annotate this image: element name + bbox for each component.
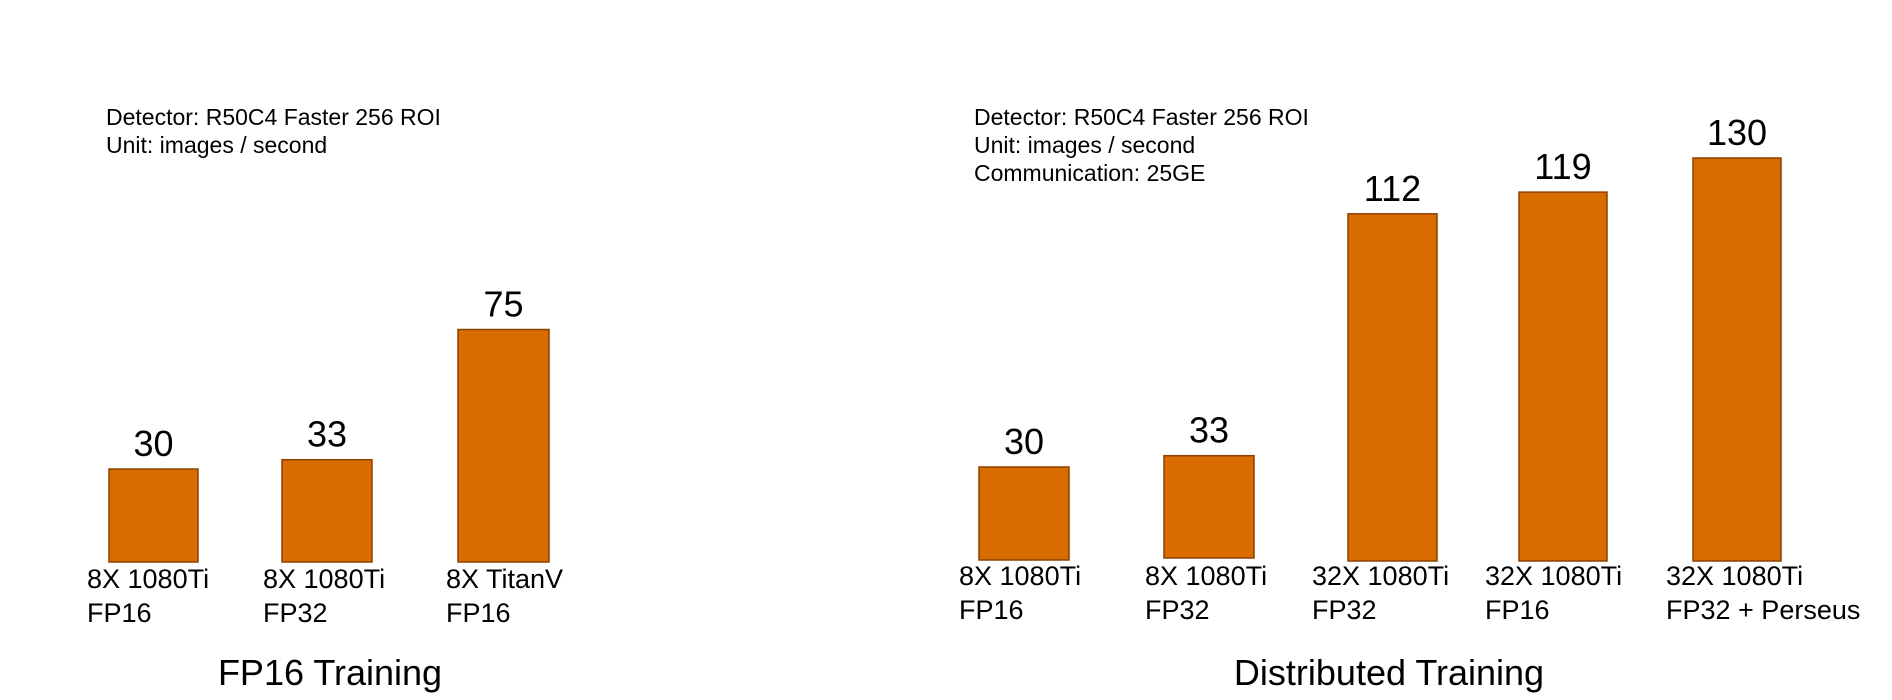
chart-title: FP16 Training bbox=[218, 652, 442, 693]
value-label: 33 bbox=[307, 414, 347, 455]
chart-title: Distributed Training bbox=[1234, 652, 1544, 693]
value-label: 30 bbox=[1004, 421, 1044, 462]
chart-note: Unit: images / second bbox=[106, 132, 327, 158]
category-label: 8X 1080Ti bbox=[87, 564, 209, 594]
category-label: 32X 1080Ti bbox=[1485, 561, 1622, 591]
category-label: FP32 bbox=[1312, 595, 1377, 625]
bar bbox=[1347, 213, 1438, 562]
chart-note: Unit: images / second bbox=[974, 132, 1195, 158]
chart-note: Detector: R50C4 Faster 256 ROI bbox=[974, 104, 1309, 130]
bar bbox=[281, 458, 373, 563]
bar bbox=[1163, 454, 1255, 559]
bar bbox=[457, 328, 550, 563]
category-label: FP16 bbox=[1485, 595, 1550, 625]
bar bbox=[978, 466, 1070, 561]
bar bbox=[1518, 191, 1608, 562]
bar bbox=[108, 468, 199, 563]
value-label: 112 bbox=[1364, 168, 1421, 209]
value-label: 75 bbox=[483, 284, 523, 325]
category-label: FP32 bbox=[263, 598, 328, 628]
category-label: FP32 bbox=[1145, 595, 1210, 625]
category-label: 8X 1080Ti bbox=[1145, 561, 1267, 591]
bar bbox=[1692, 157, 1782, 562]
category-label: FP16 bbox=[959, 595, 1024, 625]
category-label: 8X 1080Ti bbox=[263, 564, 385, 594]
category-label: 8X 1080Ti bbox=[959, 561, 1081, 591]
category-label: 8X TitanV bbox=[446, 564, 563, 594]
value-label: 119 bbox=[1534, 146, 1591, 187]
category-label: 32X 1080Ti bbox=[1312, 561, 1449, 591]
chart-note: Detector: R50C4 Faster 256 ROI bbox=[106, 104, 441, 130]
category-label: FP16 bbox=[446, 598, 511, 628]
value-label: 33 bbox=[1189, 410, 1229, 451]
chart-note: Communication: 25GE bbox=[974, 160, 1205, 186]
category-label: FP32 + Perseus bbox=[1666, 595, 1860, 625]
value-label: 30 bbox=[133, 423, 173, 464]
category-label: FP16 bbox=[87, 598, 152, 628]
category-label: 32X 1080Ti bbox=[1666, 561, 1803, 591]
value-label: 130 bbox=[1707, 112, 1767, 153]
